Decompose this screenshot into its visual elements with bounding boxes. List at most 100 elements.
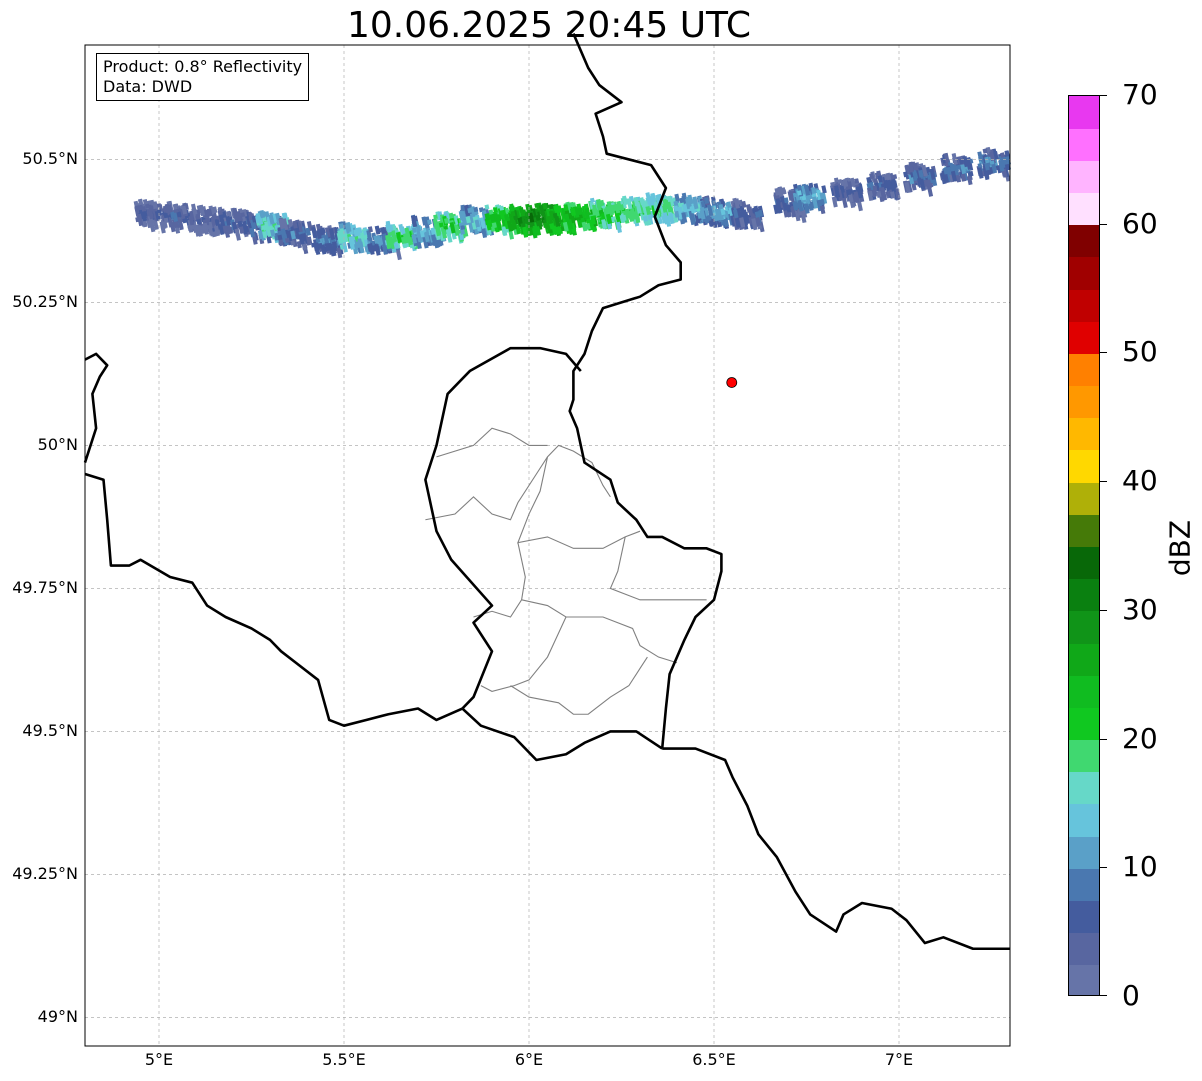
colorbar-segment <box>1069 224 1099 258</box>
echo-pixel <box>536 220 541 227</box>
colorbar-segment <box>1069 546 1099 580</box>
colorbar-segment <box>1069 128 1099 161</box>
echo-pixel <box>943 167 949 175</box>
lat-tick-label: 50°N <box>37 435 78 455</box>
echo-pixel <box>796 190 802 196</box>
echo-pixel <box>441 228 448 239</box>
colorbar-unit-label: dBZ <box>1163 519 1197 577</box>
colorbar-segment <box>1069 836 1099 869</box>
echo-pixel <box>592 204 598 212</box>
product-info-box: Product: 0.8° Reflectivity Data: DWD <box>96 53 310 101</box>
echo-pixel <box>940 173 946 180</box>
colorbar <box>1068 95 1100 996</box>
lat-tick-label: 49.5°N <box>22 721 78 741</box>
radar-site-marker <box>726 377 738 388</box>
echo-pixel <box>681 204 688 213</box>
echo-pixel <box>556 205 563 214</box>
colorbar-tick <box>1100 609 1107 611</box>
echo-pixel <box>904 164 911 175</box>
echo-pixel <box>834 187 841 198</box>
echo-pixel <box>145 203 150 209</box>
colorbar-segment <box>1069 321 1099 354</box>
echo-pixel <box>225 215 232 226</box>
echo-pixel <box>528 212 535 223</box>
echo-pixel <box>172 212 179 222</box>
echo-pixel <box>238 226 245 234</box>
echo-pixel <box>751 218 758 231</box>
echo-pixel <box>685 196 692 208</box>
echo-pixel <box>554 216 561 227</box>
echo-pixel <box>262 225 268 231</box>
echo-pixel <box>569 201 575 208</box>
echo-pixel <box>567 219 574 230</box>
echo-pixel <box>164 203 171 214</box>
echo-pixel <box>424 232 430 243</box>
echo-pixel <box>232 209 239 221</box>
data-source-label: Data: DWD <box>103 77 193 96</box>
colorbar-segment <box>1069 385 1099 419</box>
echo-pixel <box>366 229 373 242</box>
echo-pixel <box>521 226 529 238</box>
echo-pixel <box>359 232 365 239</box>
country-border <box>83 352 109 463</box>
echo-pixel <box>336 247 343 259</box>
country-borders <box>83 33 1010 951</box>
echo-pixel <box>438 222 444 228</box>
echo-pixel <box>743 212 750 225</box>
echo-pixel <box>872 185 878 192</box>
echo-pixel <box>496 219 503 232</box>
echo-pixel <box>854 178 860 184</box>
echo-pixel <box>202 225 208 231</box>
echo-pixel <box>489 213 495 220</box>
echo-pixel <box>458 232 465 241</box>
echo-pixel <box>251 221 257 230</box>
echo-pixel <box>281 218 289 231</box>
echo-pixel <box>564 213 570 223</box>
echo-pixel <box>790 206 797 218</box>
reflectivity-echo-layer <box>133 146 1012 261</box>
echo-pixel <box>666 201 673 213</box>
colorbar-tick-label: 0 <box>1122 979 1140 1012</box>
echo-pixel <box>803 203 810 214</box>
echo-pixel <box>951 153 958 166</box>
echo-pixel <box>811 187 817 194</box>
echo-pixel <box>916 177 923 186</box>
echo-pixel <box>484 213 490 221</box>
echo-pixel <box>218 224 225 235</box>
echo-pixel <box>547 216 554 224</box>
echo-pixel <box>990 161 998 174</box>
echo-pixel <box>966 175 973 186</box>
echo-pixel <box>904 181 911 194</box>
lon-tick-label: 7°E <box>884 1050 914 1069</box>
echo-pixel <box>277 234 283 241</box>
colorbar-segment <box>1069 964 1099 995</box>
colorbar-segment <box>1069 289 1099 322</box>
echo-pixel <box>491 222 497 228</box>
echo-pixel <box>619 204 625 211</box>
echo-pixel <box>747 206 754 216</box>
echo-pixel <box>156 209 163 216</box>
radar-site-marker-layer <box>726 377 738 388</box>
echo-pixel <box>395 231 402 244</box>
echo-pixel <box>1004 163 1011 171</box>
lon-tick-label: 5°E <box>144 1050 174 1069</box>
echo-pixel <box>913 163 918 169</box>
echo-pixel <box>921 164 928 177</box>
colorbar-segment <box>1069 353 1099 387</box>
echo-pixel <box>773 204 779 215</box>
echo-pixel <box>460 210 467 221</box>
echo-pixel <box>195 215 201 220</box>
echo-pixel <box>755 217 761 227</box>
echo-pixel <box>381 242 388 255</box>
echo-pixel <box>279 231 286 243</box>
product-label: Product: 0.8° Reflectivity <box>103 57 303 76</box>
echo-pixel <box>499 205 505 211</box>
echo-pixel <box>699 210 706 220</box>
echo-pixel <box>212 206 218 214</box>
echo-pixel <box>846 189 852 196</box>
echo-pixel <box>486 219 493 228</box>
echo-pixel <box>421 216 428 226</box>
echo-pixel <box>885 173 892 181</box>
echo-pixel <box>913 173 919 180</box>
echo-pixel <box>962 155 969 168</box>
